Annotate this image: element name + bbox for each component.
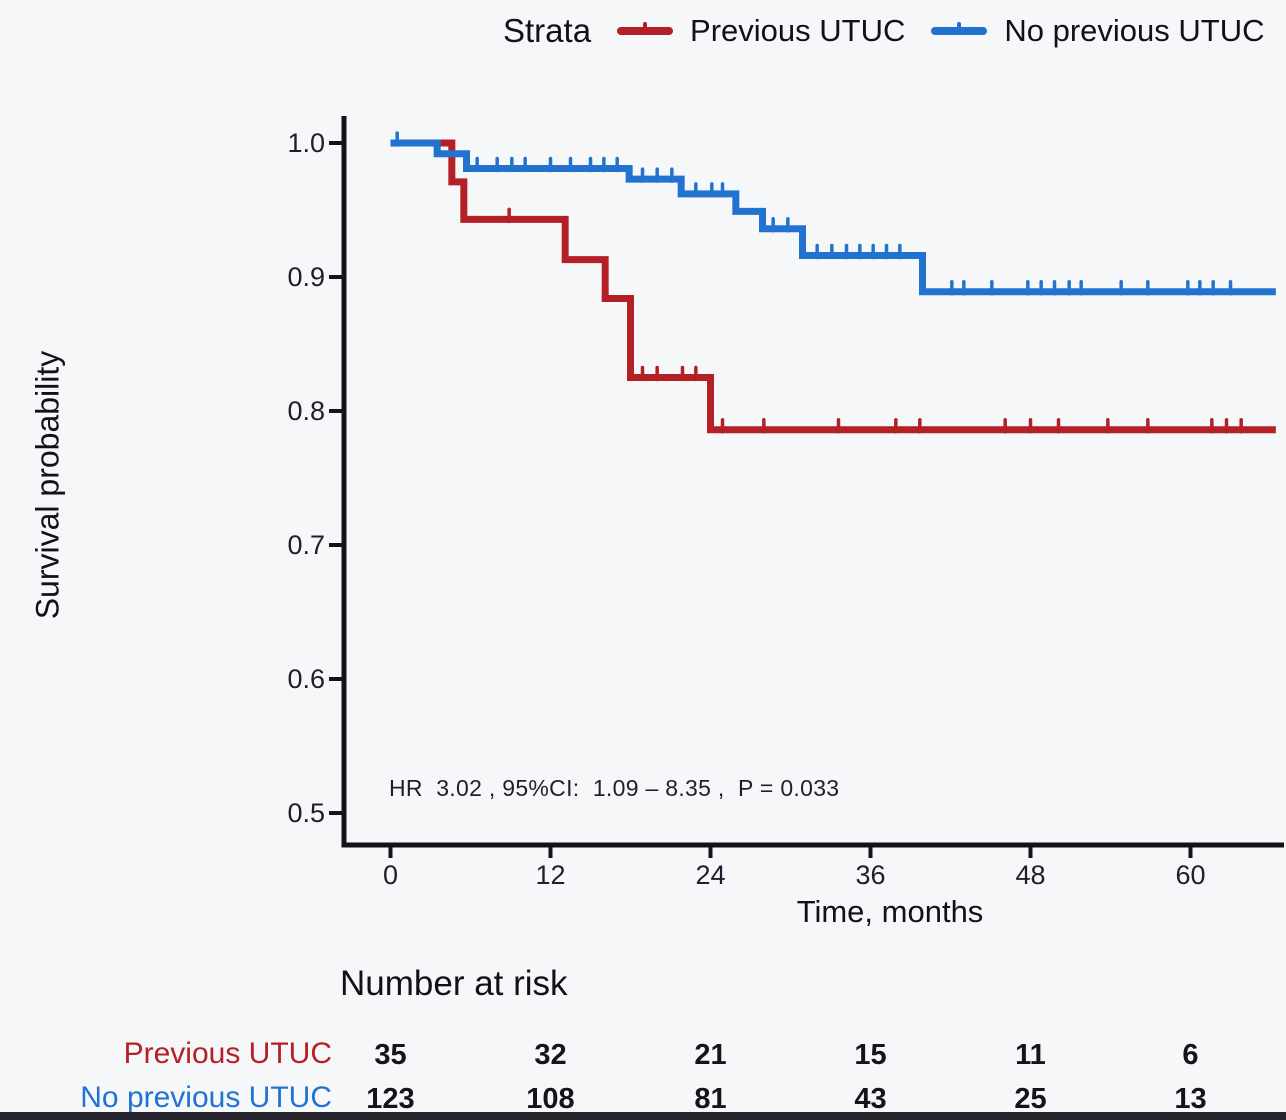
hr-annotation: HR 3.02 , 95%CI: 1.09 – 8.35 , P = 0.033	[389, 775, 840, 801]
risk-count: 123	[366, 1083, 415, 1115]
y-tick-label: 0.9	[287, 262, 325, 292]
legend-item-previous-utuc: Previous UTUC	[617, 13, 905, 49]
risk-count: 11	[1015, 1039, 1046, 1071]
y-tick-label: 0.7	[287, 530, 325, 560]
bottom-crop-line	[0, 1112, 1286, 1120]
legend-key-line-icon	[931, 22, 988, 35]
y-tick-label: 0.8	[287, 396, 325, 426]
censor-tick-icon	[957, 22, 962, 33]
risk-count: 21	[694, 1039, 727, 1071]
legend: Strata Previous UTUC No previous UTUC	[503, 8, 1265, 54]
risk-count: 108	[526, 1083, 575, 1115]
risk-row-label-no-previous-utuc: No previous UTUC	[80, 1081, 332, 1114]
legend-item-no-previous-utuc: No previous UTUC	[931, 13, 1265, 49]
x-tick-label: 0	[382, 860, 399, 890]
x-tick-label: 60	[1175, 860, 1206, 890]
legend-key-line-icon	[617, 22, 674, 35]
risk-count: 25	[1014, 1083, 1047, 1115]
risk-count: 81	[694, 1083, 727, 1115]
censor-tick-icon	[643, 22, 648, 33]
risk-row-label-previous-utuc: Previous UTUC	[123, 1037, 332, 1070]
risk-count: 6	[1182, 1039, 1199, 1071]
x-tick-label: 36	[855, 860, 886, 890]
y-tick-label: 0.5	[287, 798, 325, 828]
legend-label: No previous UTUC	[1004, 13, 1265, 48]
risk-count: 15	[854, 1039, 887, 1071]
x-tick-label: 12	[535, 860, 566, 890]
x-tick-label: 48	[1015, 860, 1046, 890]
y-tick-label: 0.6	[287, 664, 325, 694]
number-at-risk-title: Number at risk	[340, 964, 568, 1003]
x-axis-title: Time, months	[796, 894, 984, 929]
x-tick-label: 24	[695, 860, 726, 890]
y-tick-label: 1.0	[287, 128, 325, 158]
risk-count: 35	[374, 1039, 407, 1071]
legend-title: Strata	[503, 12, 592, 49]
legend-label: Previous UTUC	[690, 13, 906, 48]
risk-count: 13	[1174, 1083, 1207, 1115]
risk-count: 32	[534, 1039, 567, 1071]
risk-count: 43	[854, 1083, 887, 1115]
